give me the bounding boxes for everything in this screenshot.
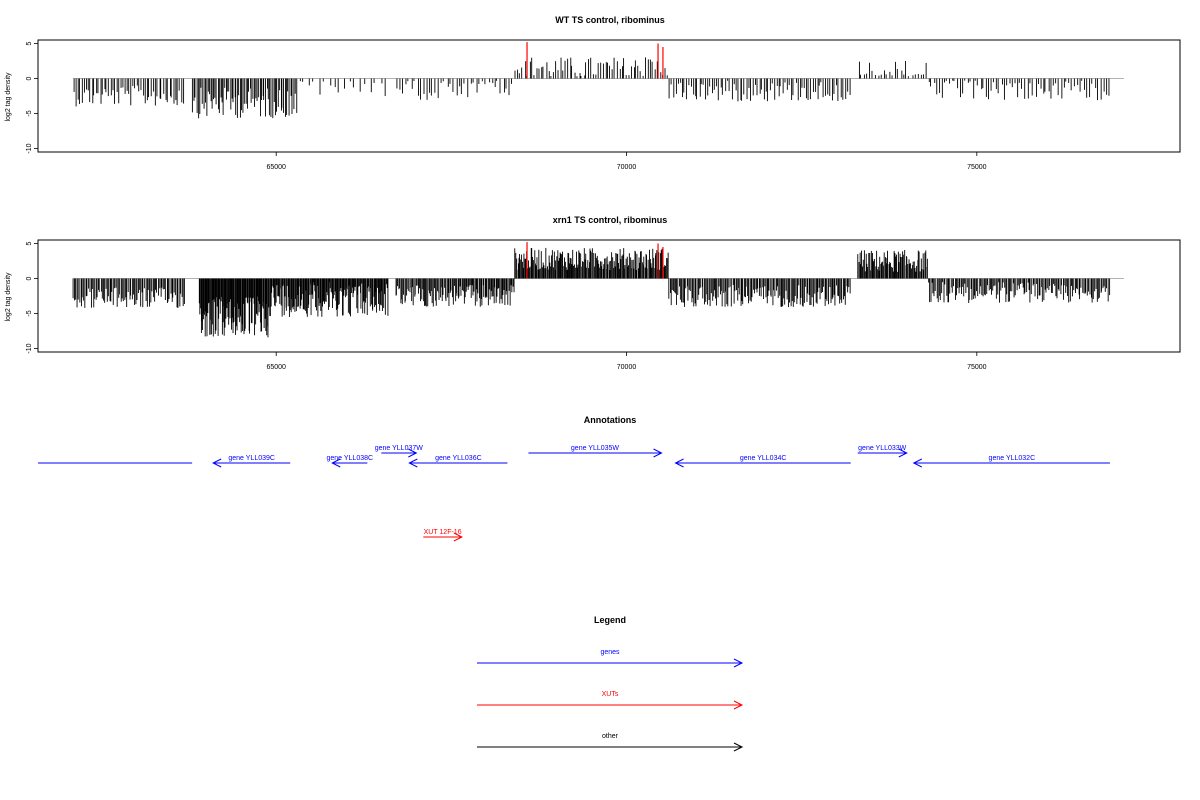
- gene-label: gene YLL034C: [740, 455, 787, 462]
- gene-feature: gene YLL036C: [408, 455, 508, 468]
- gene-feature: gene YLL035W: [528, 445, 663, 458]
- gene-label: gene YLL036C: [435, 455, 482, 462]
- legend-items: genes XUTs other: [477, 649, 744, 752]
- gene-feature: gene YLL038C: [326, 455, 373, 468]
- gene-label: gene YLL035W: [571, 445, 620, 452]
- y-tick-label: -10: [26, 343, 33, 353]
- y-tick-label: -5: [26, 310, 33, 316]
- panel-xrn1-bars: [72, 242, 1124, 338]
- arrowhead-right: [733, 658, 744, 668]
- arrowhead-right: [733, 742, 744, 752]
- arrowhead-right: [733, 700, 744, 710]
- arrowhead-left: [331, 458, 341, 468]
- panel-xrn1-ylabel: log2 tag density: [5, 272, 12, 322]
- y-tick-label: -10: [26, 143, 33, 153]
- x-tick-label: 70000: [617, 364, 637, 371]
- legend: Legend genes XUTs other: [477, 615, 744, 752]
- x-tick-label: 65000: [266, 364, 286, 371]
- arrowhead-right: [408, 448, 418, 458]
- xut-feature: XUT 12F-16: [423, 529, 463, 542]
- y-tick-label: 0: [26, 276, 33, 280]
- panel-wt: WT TS control, ribominus log2 tag densit…: [5, 15, 1181, 171]
- arrowhead-left: [674, 458, 684, 468]
- y-tick-label: -5: [26, 110, 33, 116]
- gene-feature: gene YLL032C: [912, 455, 1110, 468]
- gene-label: gene YLL037W: [375, 445, 424, 452]
- gene-feature: gene YLL037W: [375, 445, 424, 458]
- legend-title: Legend: [594, 615, 626, 625]
- panel-wt-ylabel: log2 tag density: [5, 72, 12, 122]
- gene-feature: gene YLL039C: [212, 455, 291, 468]
- panel-xrn1-xaxis: 65000 70000 75000: [266, 352, 987, 371]
- panel-xrn1-yaxis: 5 0 -5 -10: [26, 241, 39, 354]
- arrowhead-right: [653, 448, 663, 458]
- y-tick-label: 5: [26, 241, 33, 245]
- panel-xrn1-title: xrn1 TS control, ribominus: [553, 215, 668, 225]
- x-tick-label: 65000: [266, 164, 286, 171]
- legend-item-gene: genes: [477, 649, 744, 668]
- arrowhead-right: [453, 532, 463, 542]
- gene-feature: gene YLL034C: [674, 455, 851, 468]
- gene-label: gene YLL033W: [858, 445, 907, 452]
- legend-label: XUTs: [602, 691, 619, 698]
- panel-xrn1: xrn1 TS control, ribominus log2 tag dens…: [5, 215, 1181, 371]
- x-tick-label: 75000: [967, 364, 987, 371]
- gene-feature: gene YLL033W: [857, 445, 908, 458]
- y-tick-label: 5: [26, 41, 33, 45]
- xut-label: XUT 12F-16: [424, 529, 462, 536]
- legend-item-other: other: [477, 733, 744, 752]
- gene-label: gene YLL039C: [228, 455, 275, 462]
- x-tick-label: 75000: [967, 164, 987, 171]
- arrowhead-right: [898, 448, 908, 458]
- legend-label: other: [602, 733, 619, 740]
- gene-label: gene YLL038C: [326, 455, 373, 462]
- panel-wt-bars: [73, 42, 1124, 119]
- arrowhead-left: [408, 458, 418, 468]
- xut-track: XUT 12F-16: [423, 529, 463, 542]
- gene-label: gene YLL032C: [989, 455, 1036, 462]
- panel-wt-xaxis: 65000 70000 75000: [266, 152, 987, 171]
- panel-wt-yaxis: 5 0 -5 -10: [26, 41, 39, 154]
- y-tick-label: 0: [26, 76, 33, 80]
- panel-wt-frame: [37, 39, 1181, 153]
- arrowhead-left: [912, 458, 922, 468]
- arrowhead-left: [212, 458, 222, 468]
- legend-item-xut: XUTs: [477, 691, 744, 710]
- annotations-title: Annotations: [584, 415, 637, 425]
- panel-wt-title: WT TS control, ribominus: [555, 15, 665, 25]
- x-tick-label: 70000: [617, 164, 637, 171]
- legend-label: genes: [600, 649, 620, 656]
